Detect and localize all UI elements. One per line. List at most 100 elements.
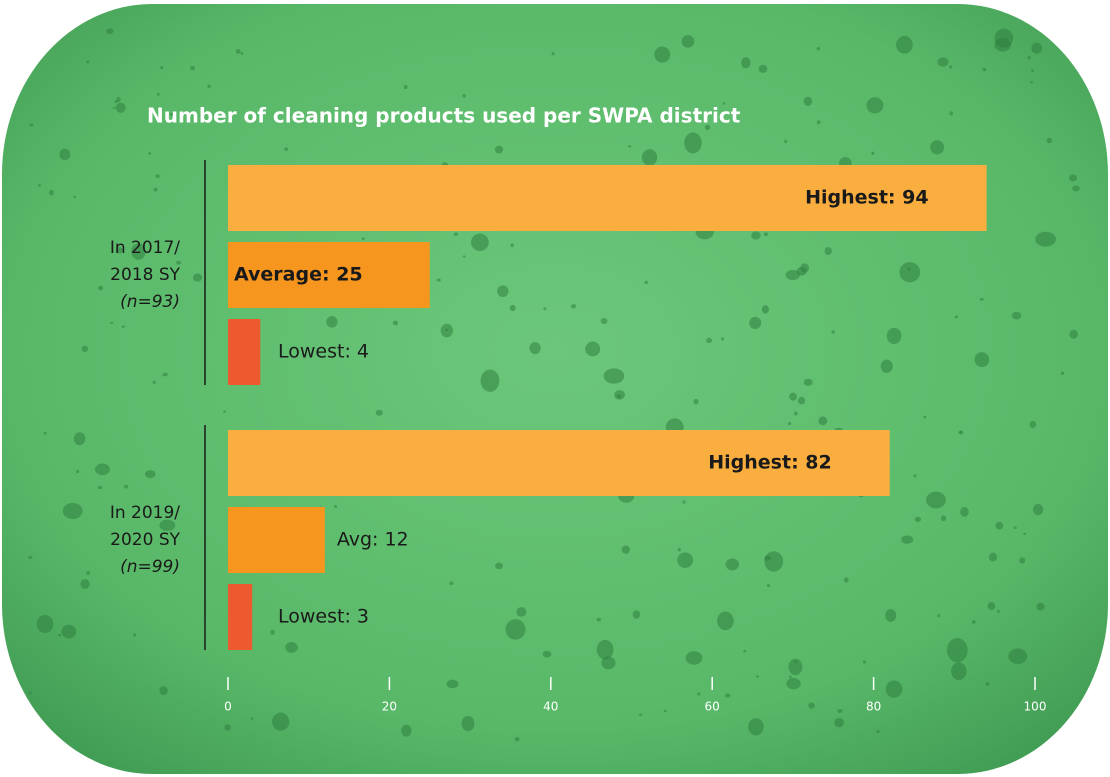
x-tick-label: 80: [866, 700, 881, 714]
sponge-pore: [437, 278, 441, 281]
value-label: Average: 25: [234, 264, 363, 286]
sponge-pore: [190, 66, 195, 70]
sponge-pore: [543, 307, 546, 310]
sponge-pore: [516, 607, 526, 617]
value-label: Highest: 94: [805, 187, 928, 209]
group-label: In 2017/: [110, 238, 180, 258]
sponge-pore: [915, 517, 921, 522]
sponge-pore: [463, 255, 466, 257]
sponge-pore: [972, 620, 976, 624]
sponge-pore: [1072, 185, 1080, 191]
sponge-pore: [949, 111, 953, 115]
sponge-pore: [764, 556, 771, 561]
sponge-pore: [913, 474, 916, 477]
sponge-pore: [1035, 232, 1056, 247]
sponge-pore: [49, 190, 54, 196]
sponge-pore: [789, 393, 797, 401]
sponge-pore: [693, 399, 698, 405]
sponge-pore: [749, 317, 761, 329]
sponge-pore: [597, 640, 614, 659]
sponge-pore: [154, 188, 158, 192]
sponge-pore: [988, 602, 996, 610]
sponge-pore: [1031, 69, 1034, 71]
sponge-pore: [28, 692, 31, 695]
sponge-pore: [926, 492, 946, 509]
sponge-pore: [157, 93, 160, 96]
sponge-pore: [995, 522, 1003, 530]
sponge-pore: [401, 725, 411, 737]
sponge-pore: [804, 97, 812, 106]
sponge-pore: [153, 381, 156, 384]
sponge-pore: [677, 552, 693, 568]
sponge-pore: [61, 625, 76, 639]
sponge-pore: [642, 149, 657, 165]
sponge-pore: [789, 676, 792, 678]
sponge-pore: [155, 174, 160, 178]
sponge-pore: [76, 470, 79, 473]
value-label: Avg: 12: [337, 529, 409, 551]
sponge-pore: [767, 584, 770, 587]
sponge-pore: [786, 270, 800, 280]
sponge-pore: [110, 322, 113, 324]
bar: [228, 319, 260, 385]
sponge-pore: [552, 52, 555, 56]
group-label: In 2019/: [110, 503, 180, 523]
sponge-pore: [975, 352, 990, 367]
sponge-pore: [960, 507, 969, 517]
sponge-pore: [881, 359, 893, 372]
sponge-pore: [159, 686, 168, 695]
sponge-pore: [495, 146, 503, 154]
sponge-pore: [224, 724, 230, 730]
sponge-pore: [250, 717, 253, 719]
sponge-pore: [997, 610, 1000, 613]
sponge-pore: [980, 298, 984, 301]
sponge-pore: [756, 675, 759, 677]
sponge-pore: [481, 370, 500, 392]
sponge-pore: [794, 412, 798, 416]
sponge-pore: [193, 273, 202, 281]
sponge-pore: [955, 315, 958, 318]
sponge-pore: [223, 410, 226, 412]
sponge-pore: [834, 718, 843, 728]
sponge-pore: [1061, 372, 1064, 375]
sponge-pore: [741, 57, 750, 68]
sponge-pore: [762, 305, 769, 313]
sponge-pore: [272, 713, 289, 731]
sponge-pore: [817, 120, 821, 124]
sponge-pore: [160, 66, 163, 69]
sponge-pore: [697, 692, 700, 695]
sponge-pore: [86, 571, 90, 575]
sponge-pore: [529, 342, 540, 354]
x-tick-label: 100: [1024, 700, 1047, 714]
sponge-pore: [98, 486, 102, 489]
sponge-pore: [441, 324, 453, 338]
value-label: Lowest: 3: [278, 606, 369, 628]
sponge-pore: [654, 47, 670, 63]
sponge-pore: [1029, 421, 1036, 428]
sponge-pore: [989, 553, 997, 562]
sponge-pore: [818, 416, 827, 425]
sponge-pore: [941, 515, 946, 521]
sponge-pore: [29, 123, 33, 126]
sponge-pore: [236, 49, 241, 54]
sponge-pore: [1023, 533, 1026, 535]
sponge-pore: [639, 713, 643, 716]
sponge-pore: [844, 577, 849, 582]
sponge-pore: [951, 662, 966, 680]
sponge-pore: [901, 535, 913, 543]
value-label: Highest: 82: [708, 452, 831, 474]
x-tick-label: 0: [224, 700, 232, 714]
sponge-pore: [98, 286, 103, 291]
sponge-pore: [515, 737, 520, 742]
sponge-pore: [788, 659, 802, 676]
sponge-pore: [743, 650, 746, 653]
sponge-pore: [684, 132, 701, 153]
sponge-pore: [759, 65, 768, 73]
sponge-pore: [764, 232, 768, 236]
sponge-pore: [886, 681, 903, 698]
sponge-pore: [982, 68, 986, 71]
sponge-pore: [748, 718, 764, 735]
sponge-pore: [885, 609, 896, 622]
sponge-pore: [764, 551, 783, 571]
sponge-pore: [116, 97, 120, 102]
